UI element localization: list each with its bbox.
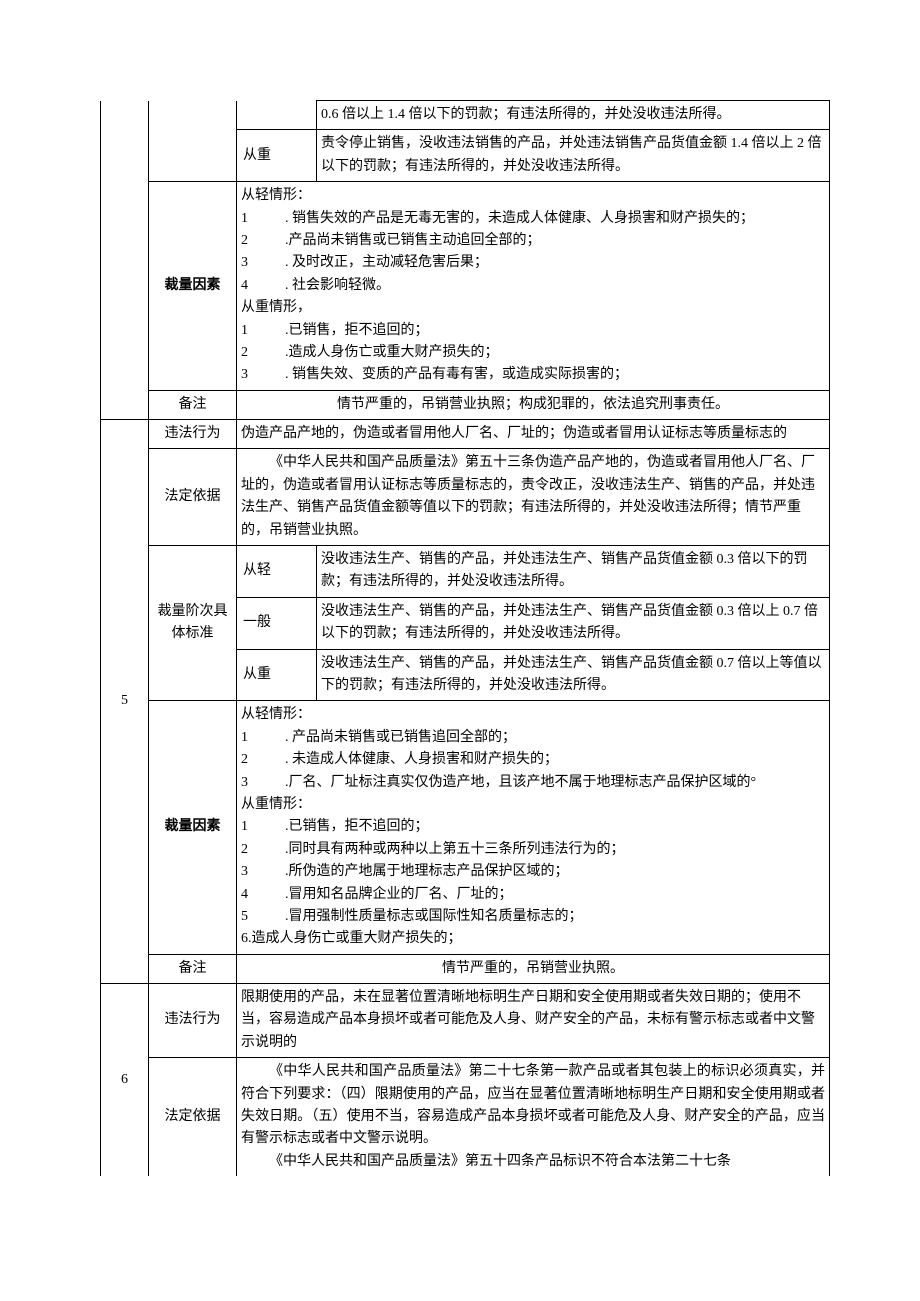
row-number: 6 xyxy=(101,984,149,1177)
row-number-empty xyxy=(101,101,149,420)
list-item: 4. 社会影响轻微。 xyxy=(241,275,825,297)
table-row: 6 违法行为 限期使用的产品，未在显著位置清晰地标明生产日期和安全使用期或者失效… xyxy=(101,984,830,1058)
tiers-label: 裁量阶次具体标准 xyxy=(149,546,237,701)
factors-cell: 从轻情形： 1. 产品尚未销售或已销售追回全部的； 2. 未造成人体健康、人身损… xyxy=(237,701,830,954)
basis-text: 《中华人民共和国产品质量法》第二十七条第一款产品或者其包装上的标识必须真实，并符… xyxy=(237,1058,830,1176)
remark-text: 情节严重的，吊销营业执照；构成犯罪的，依法追究刑事责任。 xyxy=(237,390,830,419)
table-row: 法定依据 《中华人民共和国产品质量法》第二十七条第一款产品或者其包装上的标识必须… xyxy=(101,1058,830,1176)
list-item: 3.厂名、厂址标注真实仅伪造产地，且该产地不属于地理标志产品保护区域的° xyxy=(241,772,825,794)
tier-heavy-label: 从重 xyxy=(237,649,317,701)
table-row: 5 违法行为 伪造产品产地的，伪造或者冒用他人厂名、厂址的；伪造或者冒用认证标志… xyxy=(101,420,830,449)
heavy-heading: 从重情形： xyxy=(241,794,825,816)
list-item: 2.产品尚未销售或已销售主动追回全部的； xyxy=(241,230,825,252)
table-row: 裁量因素 从轻情形： 1. 产品尚未销售或已销售追回全部的； 2. 未造成人体健… xyxy=(101,701,830,954)
violation-label: 违法行为 xyxy=(149,984,237,1058)
list-item: 2.造成人身伤亡或重大财产损失的； xyxy=(241,342,825,364)
remark-label: 备注 xyxy=(149,954,237,983)
tier-sub-empty xyxy=(237,101,317,130)
remark-text: 情节严重的，吊销营业执照。 xyxy=(237,954,830,983)
basis-label: 法定依据 xyxy=(149,449,237,546)
table-row: 备注 情节严重的，吊销营业执照。 xyxy=(101,954,830,983)
factors-label: 裁量因素 xyxy=(149,701,237,954)
factors-label: 裁量因素 xyxy=(149,182,237,391)
heavy-heading: 从重情形， xyxy=(241,297,825,319)
regulation-table: 0.6 倍以上 1.4 倍以下的罚款；有违法所得的，并处没收违法所得。 从重 责… xyxy=(100,100,830,1176)
violation-label: 违法行为 xyxy=(149,420,237,449)
violation-text: 限期使用的产品，未在显著位置清晰地标明生产日期和安全使用期或者失效日期的；使用不… xyxy=(237,984,830,1058)
tier-heavy-label: 从重 xyxy=(237,130,317,182)
list-item: 1.已销售，拒不追回的； xyxy=(241,320,825,342)
basis-text: 《中华人民共和国产品质量法》第五十三条伪造产品产地的，伪造或者冒用他人厂名、厂址… xyxy=(237,449,830,546)
list-item: 5.冒用强制性质量标志或国际性知名质量标志的； xyxy=(241,906,825,928)
list-item: 2.同时具有两种或两种以上第五十三条所列违法行为的； xyxy=(241,839,825,861)
table-row: 裁量因素 从轻情形： 1. 销售失效的产品是无毒无害的，未造成人体健康、人身损害… xyxy=(101,182,830,391)
table-row: 备注 情节严重的，吊销营业执照；构成犯罪的，依法追究刑事责任。 xyxy=(101,390,830,419)
list-item: 3. 及时改正，主动减轻危害后果； xyxy=(241,252,825,274)
list-item: 3. 销售失效、变质的产品有毒有害，或造成实际损害的； xyxy=(241,364,825,386)
list-item: 3.所伪造的产地属于地理标志产品保护区域的； xyxy=(241,861,825,883)
basis-label: 法定依据 xyxy=(149,1058,237,1176)
list-item: 2. 未造成人体健康、人身损害和财产损失的； xyxy=(241,749,825,771)
tier-heavy-text: 没收违法生产、销售的产品，并处违法生产、销售产品货值金额 0.7 倍以上等值以下… xyxy=(317,649,830,701)
remark-label: 备注 xyxy=(149,390,237,419)
table-row: 裁量阶次具体标准 从轻 没收违法生产、销售的产品，并处违法生产、销售产品货值金额… xyxy=(101,546,830,598)
tier-general-text: 没收违法生产、销售的产品，并处违法生产、销售产品货值金额 0.3 倍以上 0.7… xyxy=(317,597,830,649)
list-item: 4.冒用知名品牌企业的厂名、厂址的； xyxy=(241,884,825,906)
factors-cell: 从轻情形： 1. 销售失效的产品是无毒无害的，未造成人体健康、人身损害和财产损失… xyxy=(237,182,830,391)
tier-general-label: 一般 xyxy=(237,597,317,649)
tier-light-text: 没收违法生产、销售的产品，并处违法生产、销售产品货值金额 0.3 倍以下的罚款；… xyxy=(317,546,830,598)
tier-heavy-text: 责令停止销售，没收违法销售的产品，并处违法销售产品货值金额 1.4 倍以上 2 … xyxy=(317,130,830,182)
row-label-empty xyxy=(149,101,237,182)
light-heading: 从轻情形： xyxy=(241,185,825,207)
table-row: 0.6 倍以上 1.4 倍以下的罚款；有违法所得的，并处没收违法所得。 xyxy=(101,101,830,130)
document-page: 0.6 倍以上 1.4 倍以下的罚款；有违法所得的，并处没收违法所得。 从重 责… xyxy=(0,0,920,1236)
list-item: 1. 产品尚未销售或已销售追回全部的； xyxy=(241,727,825,749)
tier-light-label: 从轻 xyxy=(237,546,317,598)
table-row: 法定依据 《中华人民共和国产品质量法》第五十三条伪造产品产地的，伪造或者冒用他人… xyxy=(101,449,830,546)
violation-text: 伪造产品产地的，伪造或者冒用他人厂名、厂址的；伪造或者冒用认证标志等质量标志的 xyxy=(237,420,830,449)
list-item: 1.已销售，拒不追回的； xyxy=(241,816,825,838)
list-item: 6.造成人身伤亡或重大财产损失的； xyxy=(241,928,825,950)
list-item: 1. 销售失效的产品是无毒无害的，未造成人体健康、人身损害和财产损失的； xyxy=(241,208,825,230)
tier-text: 0.6 倍以上 1.4 倍以下的罚款；有违法所得的，并处没收违法所得。 xyxy=(317,101,830,130)
row-number: 5 xyxy=(101,420,149,984)
light-heading: 从轻情形： xyxy=(241,704,825,726)
